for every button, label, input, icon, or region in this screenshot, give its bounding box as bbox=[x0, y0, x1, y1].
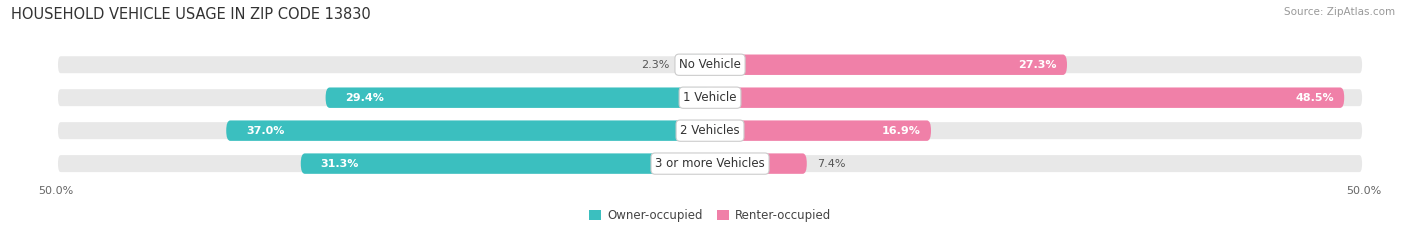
Text: HOUSEHOLD VEHICLE USAGE IN ZIP CODE 13830: HOUSEHOLD VEHICLE USAGE IN ZIP CODE 1383… bbox=[11, 7, 371, 22]
Text: 37.0%: 37.0% bbox=[246, 126, 284, 136]
Text: 3 or more Vehicles: 3 or more Vehicles bbox=[655, 157, 765, 170]
Text: 48.5%: 48.5% bbox=[1295, 93, 1334, 103]
FancyBboxPatch shape bbox=[56, 120, 1364, 141]
FancyBboxPatch shape bbox=[710, 87, 1344, 108]
FancyBboxPatch shape bbox=[56, 87, 1364, 108]
Legend: Owner-occupied, Renter-occupied: Owner-occupied, Renter-occupied bbox=[585, 205, 835, 227]
Text: Source: ZipAtlas.com: Source: ZipAtlas.com bbox=[1284, 7, 1395, 17]
FancyBboxPatch shape bbox=[326, 87, 710, 108]
Text: 2 Vehicles: 2 Vehicles bbox=[681, 124, 740, 137]
Text: 2.3%: 2.3% bbox=[641, 60, 669, 70]
Text: 29.4%: 29.4% bbox=[346, 93, 384, 103]
FancyBboxPatch shape bbox=[301, 153, 710, 174]
FancyBboxPatch shape bbox=[681, 55, 710, 75]
FancyBboxPatch shape bbox=[56, 153, 1364, 174]
Text: 16.9%: 16.9% bbox=[882, 126, 921, 136]
Text: 31.3%: 31.3% bbox=[321, 159, 359, 169]
FancyBboxPatch shape bbox=[710, 55, 1067, 75]
Text: 27.3%: 27.3% bbox=[1018, 60, 1056, 70]
Text: 7.4%: 7.4% bbox=[817, 159, 846, 169]
FancyBboxPatch shape bbox=[710, 153, 807, 174]
FancyBboxPatch shape bbox=[710, 120, 931, 141]
Text: 1 Vehicle: 1 Vehicle bbox=[683, 91, 737, 104]
FancyBboxPatch shape bbox=[226, 120, 710, 141]
FancyBboxPatch shape bbox=[56, 55, 1364, 75]
Text: No Vehicle: No Vehicle bbox=[679, 58, 741, 71]
